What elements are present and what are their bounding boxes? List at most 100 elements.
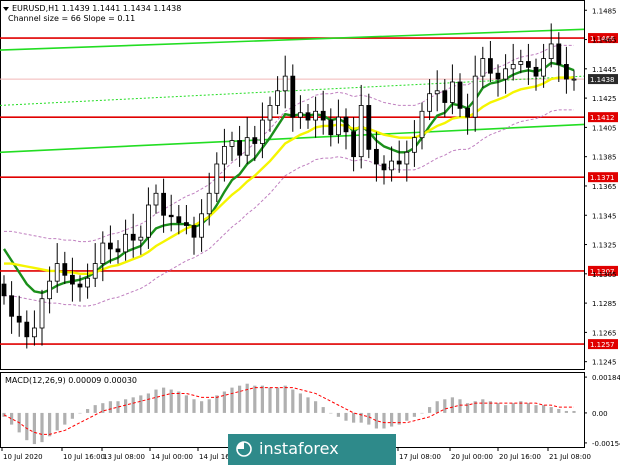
candle-body <box>533 66 539 77</box>
candle-body <box>328 119 334 136</box>
price-tick-label: 1.1485 <box>592 7 617 15</box>
macd-histogram-bar <box>291 389 295 413</box>
candle-body <box>115 248 121 253</box>
macd-histogram-bar <box>473 401 477 413</box>
candle-body <box>396 160 402 165</box>
macd-histogram-bar <box>230 387 234 413</box>
candle-body <box>495 72 501 80</box>
macd-histogram-bar <box>542 405 546 413</box>
candle-body <box>503 68 509 80</box>
macd-histogram-bar <box>146 393 150 413</box>
macd-histogram-bar <box>222 391 226 413</box>
candle-body <box>229 140 235 147</box>
macd-histogram-bar <box>511 403 515 413</box>
macd-histogram-bar <box>25 412 29 441</box>
fast-ma-line <box>2 61 575 295</box>
candle-body <box>434 90 440 95</box>
candle-body <box>39 298 45 329</box>
candlesticks <box>1 23 577 349</box>
instaforex-watermark: instaforex <box>228 434 396 465</box>
level-price-label: 1.1371 <box>590 174 615 182</box>
price-tick-label: 1.1365 <box>592 183 617 191</box>
channel-info: Channel size = 66 Slope = 0.11 <box>8 14 135 23</box>
candle-body <box>518 61 524 65</box>
macd-histogram-bar <box>420 412 424 414</box>
macd-histogram-bar <box>253 385 257 413</box>
macd-histogram-bar <box>526 403 530 413</box>
macd-histogram-bar <box>192 399 196 413</box>
channel-upper-line <box>0 28 585 51</box>
candle-body <box>351 131 357 158</box>
price-tick-label: 1.1245 <box>592 359 617 367</box>
macd-histogram-bar <box>329 412 333 414</box>
level-price-label: 1.1466 <box>590 35 615 43</box>
macd-histogram-bar <box>367 412 371 425</box>
candle-body <box>548 43 554 59</box>
macd-histogram-bar <box>534 405 538 413</box>
time-tick-label: 21 Jul 08:00 <box>549 453 591 461</box>
candle-body <box>480 58 486 77</box>
candle-body <box>465 107 471 118</box>
candle-body <box>77 283 83 288</box>
candle-body <box>313 110 319 121</box>
candle-body <box>335 116 341 136</box>
price-tick-label: 1.1305 <box>592 271 617 279</box>
price-tick-label: 1.1345 <box>592 212 617 220</box>
candle-body <box>358 105 364 158</box>
macd-histogram-bar <box>283 385 287 413</box>
macd-histogram-bar <box>397 412 401 425</box>
candle-body <box>259 119 265 144</box>
macd-histogram-bar <box>428 407 432 413</box>
envelope-lower <box>4 109 574 307</box>
level-price-tag <box>588 172 618 183</box>
instaforex-logo-icon <box>236 441 252 457</box>
candle-body <box>176 216 182 223</box>
candle-body <box>100 242 106 264</box>
candle-body <box>411 137 417 153</box>
macd-histogram-bar <box>336 412 340 417</box>
candle-body <box>343 116 349 133</box>
macd-histogram-bar <box>314 401 318 413</box>
macd-histogram-bar <box>549 407 553 413</box>
level-price-tag <box>588 33 618 44</box>
macd-histogram-bar <box>169 389 173 413</box>
macd-histogram-bar <box>124 399 128 413</box>
candle-body <box>153 192 159 206</box>
candle-body <box>472 75 478 118</box>
candle-body <box>290 75 296 118</box>
candle-body <box>108 242 113 250</box>
macd-histogram-bar <box>504 405 508 413</box>
macd-histogram-bar <box>321 407 325 413</box>
candle-body <box>47 280 52 300</box>
symbol-menu-arrow-icon[interactable] <box>3 7 9 11</box>
candle-body <box>1 283 7 297</box>
candle-body <box>9 295 15 317</box>
macd-histogram-bar <box>344 412 348 421</box>
candle-body <box>373 148 379 165</box>
candle-body <box>244 137 250 156</box>
price-tick-label: 1.1265 <box>592 329 617 337</box>
macd-histogram-bar <box>382 412 386 429</box>
candle-body <box>389 160 395 171</box>
macd-histogram-bar <box>131 397 135 413</box>
price-tick-label: 1.1425 <box>592 95 617 103</box>
candle-body <box>85 277 90 288</box>
macd-histogram-bar <box>306 397 310 413</box>
price-tick-label: 1.1405 <box>592 124 617 132</box>
candle-body <box>297 112 303 118</box>
current-price-label: 1.1438 <box>590 76 615 84</box>
candle-body <box>427 93 433 112</box>
macd-histogram-bar <box>496 403 500 413</box>
macd-histogram-bar <box>405 412 409 421</box>
candle-body <box>571 78 577 81</box>
macd-histogram-bar <box>177 391 181 413</box>
time-tick-label: 10 Jul 16:00 <box>63 453 105 461</box>
price-tick-label: 1.1465 <box>592 37 617 45</box>
time-tick-label: 14 Jul 00:00 <box>151 453 193 461</box>
candle-body <box>62 263 68 276</box>
macd-label: MACD(12,26,9) 0.00009 0.00030 <box>5 376 137 385</box>
macd-histogram-bar <box>70 412 74 419</box>
macd-histogram-bar <box>200 401 204 413</box>
macd-histogram-bar <box>78 412 82 414</box>
